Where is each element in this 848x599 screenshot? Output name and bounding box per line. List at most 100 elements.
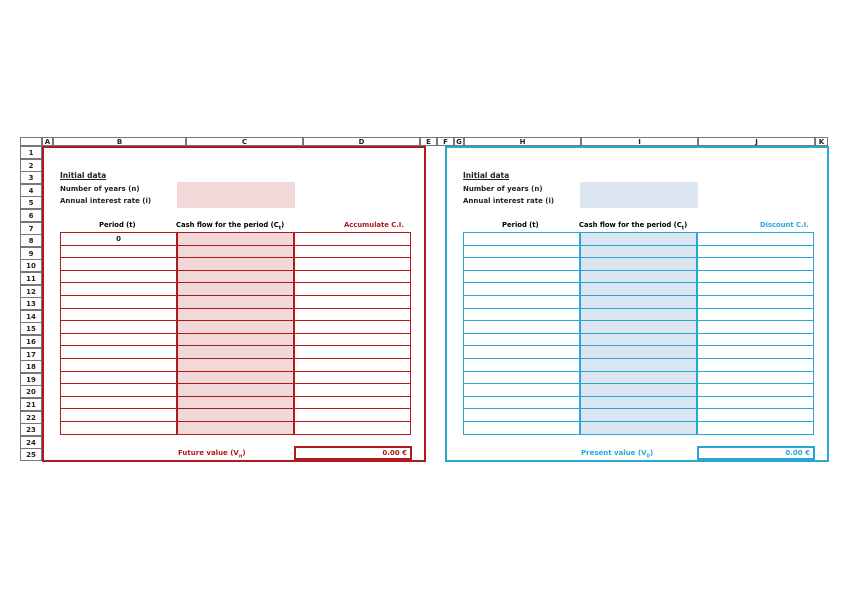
fv-period-cell[interactable] [60, 295, 177, 309]
pv-result-cell[interactable] [697, 320, 814, 334]
pv-cashflow-cell[interactable] [580, 421, 697, 435]
fv-cashflow-cell[interactable] [177, 269, 294, 284]
fv-cashflow-cell[interactable] [177, 332, 294, 347]
fv-years-input[interactable] [177, 182, 295, 195]
pv-result-cell[interactable] [697, 421, 814, 435]
row-header-9[interactable]: 9 [20, 246, 42, 260]
fv-period-cell[interactable] [60, 307, 177, 322]
fv-result-cell[interactable] [294, 232, 411, 246]
column-header-c[interactable]: C [186, 137, 303, 146]
fv-cashflow-cell[interactable] [177, 421, 294, 435]
row-header-12[interactable]: 12 [20, 284, 42, 298]
fv-cashflow-cell[interactable] [177, 395, 294, 410]
fv-period-cell[interactable] [60, 408, 177, 422]
pv-result-cell[interactable] [697, 358, 814, 372]
pv-cashflow-cell[interactable] [580, 395, 697, 410]
pv-period-cell[interactable] [463, 269, 580, 284]
fv-result-cell[interactable] [294, 421, 411, 435]
fv-cashflow-cell[interactable] [177, 383, 294, 397]
fv-result-cell[interactable] [294, 295, 411, 309]
pv-period-cell[interactable] [463, 358, 580, 372]
pv-result-cell[interactable] [697, 345, 814, 359]
pv-period-cell[interactable] [463, 320, 580, 334]
column-header-e[interactable]: E [420, 137, 437, 146]
pv-result-cell[interactable] [697, 332, 814, 347]
column-header-d[interactable]: D [303, 137, 420, 146]
pv-result-cell[interactable] [697, 370, 814, 385]
column-header-a[interactable]: A [42, 137, 53, 146]
fv-result-cell[interactable] [294, 358, 411, 372]
pv-cashflow-cell[interactable] [580, 307, 697, 322]
pv-period-cell[interactable] [463, 421, 580, 435]
fv-period-cell[interactable] [60, 383, 177, 397]
pv-result-cell[interactable] [697, 282, 814, 296]
row-header-25[interactable]: 25 [20, 448, 42, 462]
pv-period-cell[interactable] [463, 244, 580, 259]
pv-cashflow-cell[interactable] [580, 244, 697, 259]
fv-cashflow-cell[interactable] [177, 307, 294, 322]
pv-years-input[interactable] [580, 182, 698, 195]
column-header-h[interactable]: H [464, 137, 581, 146]
fv-result-cell[interactable] [294, 244, 411, 259]
column-header-g[interactable]: G [454, 137, 464, 146]
fv-result-cell[interactable] [294, 269, 411, 284]
row-header-24[interactable]: 24 [20, 435, 42, 449]
pv-cashflow-cell[interactable] [580, 358, 697, 372]
fv-period-cell[interactable] [60, 244, 177, 259]
row-header-14[interactable]: 14 [20, 309, 42, 323]
select-all-corner[interactable] [20, 137, 42, 146]
row-header-21[interactable]: 21 [20, 398, 42, 411]
fv-result-cell[interactable] [294, 282, 411, 296]
fv-period-cell[interactable] [60, 282, 177, 296]
row-header-19[interactable]: 19 [20, 372, 42, 386]
fv-rate-input[interactable] [177, 195, 295, 208]
pv-result-cell[interactable] [697, 383, 814, 397]
pv-period-cell[interactable] [463, 332, 580, 347]
pv-period-cell[interactable] [463, 395, 580, 410]
pv-cashflow-cell[interactable] [580, 320, 697, 334]
fv-period-cell[interactable] [60, 345, 177, 359]
fv-result-cell[interactable] [294, 408, 411, 422]
pv-cashflow-cell[interactable] [580, 282, 697, 296]
fv-cashflow-cell[interactable] [177, 295, 294, 309]
fv-cashflow-cell[interactable] [177, 320, 294, 334]
row-header-10[interactable]: 10 [20, 259, 42, 273]
row-header-13[interactable]: 13 [20, 297, 42, 311]
row-header-15[interactable]: 15 [20, 322, 42, 336]
pv-period-cell[interactable] [463, 282, 580, 296]
pv-result-cell[interactable] [697, 257, 814, 271]
column-header-i[interactable]: I [581, 137, 698, 146]
pv-cashflow-cell[interactable] [580, 269, 697, 284]
column-header-k[interactable]: K [815, 137, 828, 146]
pv-period-cell[interactable] [463, 370, 580, 385]
fv-period-cell[interactable] [60, 395, 177, 410]
pv-period-cell[interactable] [463, 408, 580, 422]
pv-result-cell[interactable] [697, 307, 814, 322]
pv-cashflow-cell[interactable] [580, 383, 697, 397]
fv-cashflow-cell[interactable] [177, 370, 294, 385]
fv-cashflow-cell[interactable] [177, 232, 294, 246]
fv-result-cell[interactable] [294, 257, 411, 271]
fv-cashflow-cell[interactable] [177, 345, 294, 359]
fv-result-cell[interactable] [294, 320, 411, 334]
pv-result-cell[interactable] [697, 232, 814, 246]
fv-period-cell[interactable]: 0 [60, 232, 177, 246]
row-header-22[interactable]: 22 [20, 410, 42, 424]
column-header-b[interactable]: B [53, 137, 186, 146]
fv-result-cell[interactable] [294, 307, 411, 322]
fv-result-cell[interactable] [294, 345, 411, 359]
pv-rate-input[interactable] [580, 195, 698, 208]
row-header-6[interactable]: 6 [20, 209, 42, 222]
fv-cashflow-cell[interactable] [177, 282, 294, 296]
pv-period-cell[interactable] [463, 383, 580, 397]
fv-result-cell[interactable] [294, 332, 411, 347]
row-header-7[interactable]: 7 [20, 221, 42, 235]
fv-period-cell[interactable] [60, 257, 177, 271]
pv-cashflow-cell[interactable] [580, 332, 697, 347]
fv-result-cell[interactable] [294, 395, 411, 410]
fv-result-cell[interactable] [294, 370, 411, 385]
column-header-j[interactable]: J [698, 137, 815, 146]
fv-period-cell[interactable] [60, 370, 177, 385]
pv-result-cell[interactable] [697, 395, 814, 410]
pv-result-cell[interactable] [697, 408, 814, 422]
